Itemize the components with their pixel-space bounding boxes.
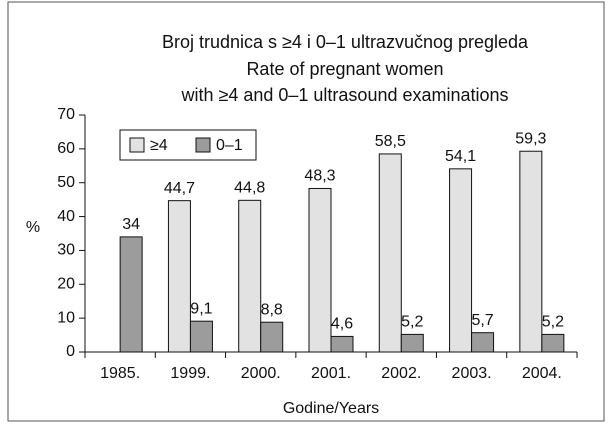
value-label: 4,6: [331, 316, 353, 333]
legend-label: ≥4: [150, 137, 168, 154]
x-tick-label: 1985.: [100, 365, 140, 382]
bar: [189, 320, 213, 353]
value-label: 5,7: [471, 312, 493, 329]
x-tick-label: 2002.: [381, 365, 421, 382]
x-tick-label: 2000.: [241, 365, 281, 382]
x-tick-label: 1999.: [170, 365, 210, 382]
y-tick-label: 70: [57, 106, 75, 123]
legend-swatch: [129, 137, 145, 153]
value-label: 44,8: [234, 180, 265, 197]
legend-label: 0–1: [216, 137, 243, 154]
legend-swatch: [195, 137, 211, 153]
bar: [400, 333, 424, 353]
value-label: 8,8: [261, 301, 283, 318]
bar: [471, 332, 495, 353]
chart-title: Rate of pregnant women: [246, 59, 443, 79]
x-tick-label: 2003.: [452, 365, 492, 382]
y-tick-label: 30: [57, 242, 75, 259]
x-tick-label: 2004.: [522, 365, 562, 382]
bar: [260, 321, 284, 353]
x-tick-label: 2001.: [311, 365, 351, 382]
y-tick-label: 20: [57, 276, 75, 293]
value-label: 59,3: [515, 130, 546, 147]
y-tick-label: 10: [57, 309, 75, 326]
y-tick-label: 60: [57, 140, 75, 157]
chart-title: with ≥4 and 0–1 ultrasound examinations: [180, 85, 508, 105]
value-label: 44,7: [164, 180, 195, 197]
bar: [119, 236, 143, 353]
value-label: 5,2: [401, 314, 423, 331]
y-tick-label: 50: [57, 174, 75, 191]
value-label: 34: [122, 216, 140, 233]
x-axis-label: Godine/Years: [283, 400, 379, 417]
bar: [330, 335, 354, 353]
bar: [519, 150, 543, 353]
value-label: 5,2: [542, 314, 564, 331]
bar: [238, 199, 262, 353]
bar: [308, 187, 332, 353]
y-axis-label: %: [26, 219, 40, 236]
bar: [541, 333, 565, 353]
bar: [378, 153, 402, 353]
value-label: 9,1: [190, 300, 212, 317]
bar: [449, 168, 473, 353]
bar: [167, 200, 191, 353]
value-label: 48,3: [304, 168, 335, 185]
y-tick-label: 0: [66, 343, 75, 360]
chart-title: Broj trudnica s ≥4 i 0–1 ultrazvučnog pr…: [162, 32, 529, 52]
frame: [7, 1, 605, 422]
y-tick-label: 40: [57, 208, 75, 225]
value-label: 58,5: [375, 133, 406, 150]
value-label: 54,1: [445, 148, 476, 165]
